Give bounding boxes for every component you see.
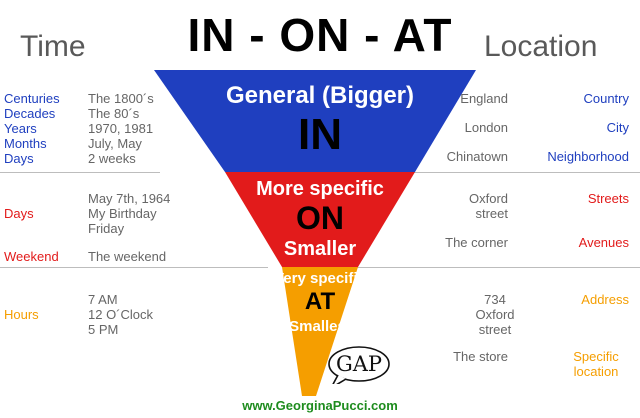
divider-right-2 (356, 267, 640, 268)
divider-left-2 (0, 267, 268, 268)
time-example: Friday (88, 221, 125, 236)
time-example: 5 PM (88, 322, 119, 337)
on-caption: More specific (256, 178, 384, 200)
website-url[interactable]: www.GeorginaPucci.com (242, 398, 398, 413)
location-example: Oxford street (400, 191, 508, 221)
location-example: The store (453, 349, 508, 364)
pyramid-on-segment (225, 172, 415, 267)
time-example: The 80´s (88, 106, 140, 121)
location-label: Specific location (560, 349, 632, 379)
location-example-line: Oxford (475, 307, 515, 322)
time-example: July, May (88, 136, 142, 151)
gap-logo (328, 346, 390, 384)
location-example: 734 Oxford street (455, 292, 535, 337)
location-label-line: location (573, 364, 619, 379)
pyramid-in-segment (154, 70, 476, 172)
time-label: Months (4, 136, 47, 151)
location-example-line: street (478, 322, 512, 337)
location-example-line: 734 (484, 292, 506, 307)
divider-left-1 (0, 172, 160, 173)
location-label: City (606, 120, 629, 135)
location-label: Streets (587, 191, 629, 206)
location-example: The corner (445, 235, 508, 250)
time-on-days-examples: May 7th, 1964 My Birthday Friday (88, 191, 170, 236)
location-heading: Location (484, 30, 598, 63)
time-at-examples: 7 AM 12 O´Clock 5 PM (88, 292, 153, 337)
location-example: Chinatown (446, 149, 508, 164)
time-example: May 7th, 1964 (88, 191, 171, 206)
time-example: 2 weeks (88, 151, 136, 166)
location-example-line: street (475, 206, 508, 221)
on-word: ON (296, 200, 344, 236)
location-example: England (460, 91, 508, 106)
at-sub: Smallest (289, 318, 351, 335)
pyramid-at-segment (282, 267, 358, 396)
time-label: Centuries (4, 91, 60, 106)
on-sub: Smaller (283, 238, 357, 260)
location-example-line: Oxford (468, 191, 508, 206)
location-label: Avenues (578, 235, 629, 250)
time-in-examples: The 1800´s The 80´s 1970, 1981 July, May… (88, 91, 154, 166)
divider-right-1 (410, 172, 640, 173)
location-label: Address (581, 292, 629, 307)
time-example: 7 AM (88, 292, 118, 307)
at-caption: Very specific (274, 270, 366, 287)
time-on-days-label: Days (4, 206, 34, 221)
gap-logo-text: GAP (335, 352, 383, 376)
time-example: 1970, 1981 (88, 121, 154, 136)
time-heading: Time (20, 30, 86, 63)
time-label: Decades (4, 106, 56, 121)
page-title: IN - ON - AT (187, 9, 453, 61)
time-at-label: Hours (4, 307, 39, 322)
location-label: Country (583, 91, 629, 106)
time-label: Days (4, 151, 34, 166)
location-example: London (464, 120, 508, 135)
time-example: 12 O´Clock (88, 307, 154, 322)
time-example: The 1800´s (88, 91, 154, 106)
time-on-weekend-label: Weekend (4, 249, 59, 264)
in-word: IN (298, 110, 342, 159)
location-label-line: Specific (573, 349, 619, 364)
time-on-weekend-example: The weekend (88, 249, 167, 264)
time-in-labels: Centuries Decades Years Months Days (4, 91, 60, 166)
in-caption: General (Bigger) (225, 82, 415, 109)
time-example: My Birthday (88, 206, 157, 221)
at-word: AT (304, 288, 336, 315)
time-label: Years (4, 121, 37, 136)
location-label: Neighborhood (547, 149, 629, 164)
